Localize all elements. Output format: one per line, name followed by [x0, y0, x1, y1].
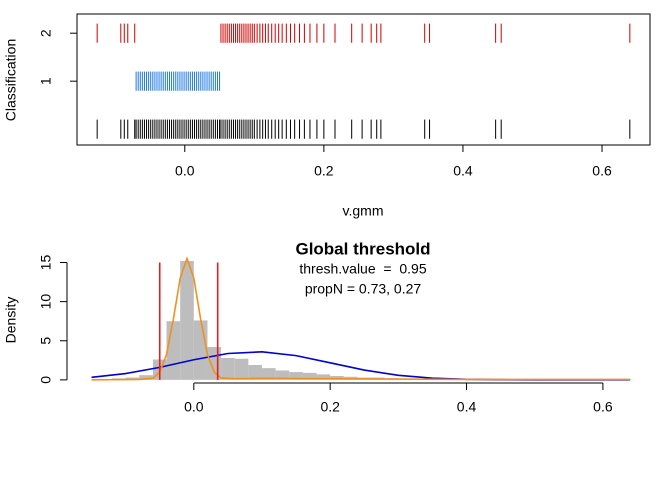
- histogram-bar: [139, 375, 153, 380]
- y-axis-label: Density: [3, 297, 19, 344]
- x-tick-label: 0.0: [175, 163, 195, 179]
- chart-title: Global threshold: [295, 239, 430, 258]
- y-tick-label: 0: [38, 376, 54, 384]
- histogram-bar: [289, 372, 303, 380]
- y-tick-label: 2: [38, 29, 54, 37]
- histogram-bar: [207, 347, 222, 380]
- x-tick-label: 0.2: [320, 399, 340, 415]
- histogram-bar: [302, 372, 317, 380]
- y-tick-label: 1: [38, 77, 54, 85]
- x-tick-label: 0.4: [457, 399, 477, 415]
- histogram-bar: [193, 320, 208, 380]
- x-tick-label: 0.6: [593, 399, 613, 415]
- histogram-bar: [221, 357, 235, 380]
- histogram-bar: [180, 260, 194, 380]
- x-tick-label: 0.2: [314, 163, 334, 179]
- density-curve: [91, 256, 631, 381]
- histogram-bar: [316, 374, 331, 380]
- y-tick-label: 5: [38, 337, 54, 345]
- y-tick-label: 10: [38, 294, 54, 310]
- histogram-bar: [248, 365, 262, 380]
- x-tick-label: 0.4: [453, 163, 473, 179]
- histogram-bar: [275, 370, 290, 380]
- histogram-bar: [125, 377, 140, 380]
- plot-frame: [76, 13, 651, 146]
- x-axis-label: v.gmm: [343, 203, 384, 219]
- y-axis-label: Classification: [3, 39, 19, 121]
- histogram-bar: [166, 321, 181, 380]
- annotation: thresh.value = 0.95: [299, 261, 426, 277]
- histogram-bar: [262, 368, 276, 380]
- x-tick-label: 0.0: [184, 399, 204, 415]
- x-tick-label: 0.6: [592, 163, 612, 179]
- annotation: propN = 0.73, 0.27: [305, 281, 422, 297]
- y-tick-label: 15: [38, 255, 54, 271]
- histogram-bar: [330, 375, 344, 380]
- histogram-bar: [234, 358, 249, 380]
